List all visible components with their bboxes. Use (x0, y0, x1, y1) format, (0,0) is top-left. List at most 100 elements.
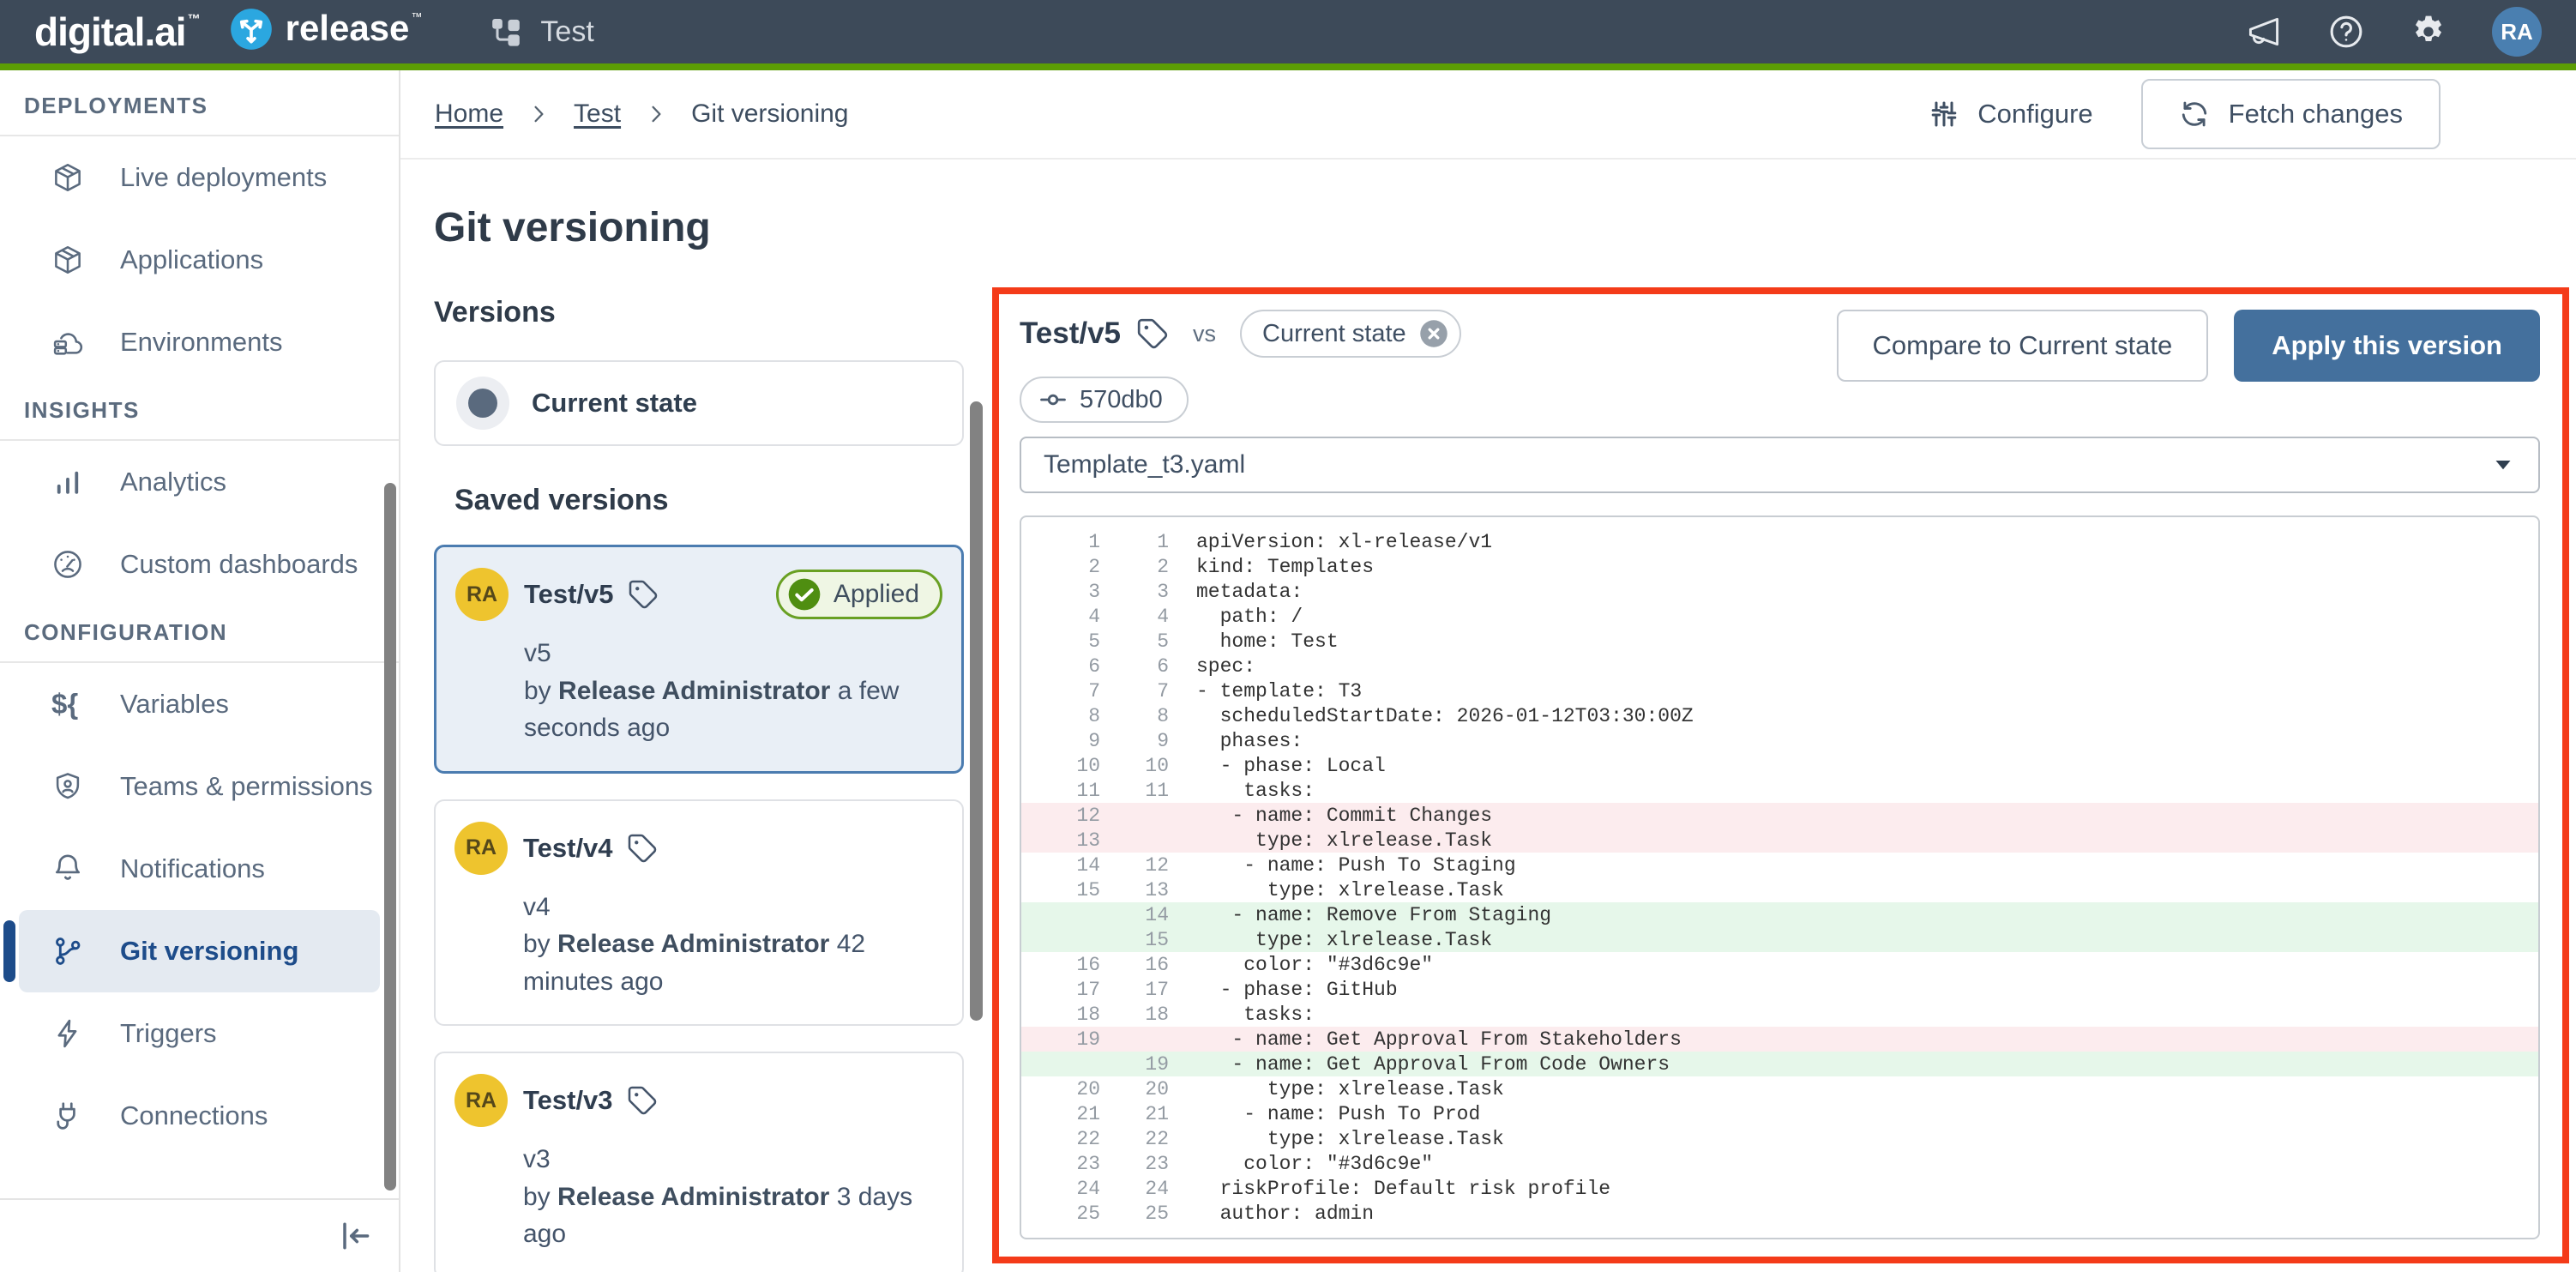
diff-row: 10 10 - phase: Local (1021, 753, 2538, 778)
sidebar-item-connections[interactable]: Connections (19, 1075, 380, 1157)
page-help-icon[interactable] (2489, 94, 2528, 134)
diff-viewer[interactable]: 1 1 apiVersion: xl-release/v1 2 2 kind: Templ… (1020, 515, 2540, 1239)
lightning-icon (51, 1017, 84, 1050)
avatar: RA (454, 821, 508, 875)
diff-row: 24 24 riskProfile: Default risk profile (1021, 1176, 2538, 1201)
check-circle-icon (787, 577, 822, 612)
sidebar-item-label: Custom dashboards (120, 549, 358, 579)
byline-when: 3 days ago (523, 1182, 913, 1249)
version-card-test-v4[interactable]: RA Test/v4 v4 by Release Administrator 42 m… (434, 799, 964, 1026)
bell-icon (51, 853, 84, 885)
sidebar-item-environments[interactable]: Environments (19, 301, 380, 383)
sidebar-item-analytics[interactable]: Analytics (19, 441, 380, 523)
diff-code-text: apiVersion: xl-release/v1 (1196, 530, 1493, 553)
diff-line-number-old: 12 (1076, 804, 1100, 827)
diff-line-number-old: 6 (1088, 654, 1100, 678)
compare-to-current-state-button[interactable]: Compare to Current state (1836, 310, 2209, 382)
digitalai-logo[interactable]: digital.ai ™ (34, 9, 201, 55)
sidebar-item-label: Environments (120, 327, 283, 357)
breadcrumb-test[interactable]: Test (574, 99, 622, 128)
diff-line-number-new: 11 (1145, 779, 1169, 802)
active-indicator (3, 920, 15, 982)
fetch-changes-button[interactable]: Fetch changes (2140, 79, 2441, 149)
diff-row: 2 2 kind: Templates (1021, 554, 2538, 579)
version-byline: by Release Administrator a few seconds a… (524, 672, 942, 747)
diff-row: 12 - name: Commit Changes (1021, 803, 2538, 828)
diff-row: 9 9 phases: (1021, 728, 2538, 753)
file-select[interactable]: Template_t3.yaml (1020, 437, 2540, 493)
sidebar-divider (0, 439, 399, 441)
diff-row: 19 - name: Get Approval From Code Owners (1021, 1052, 2538, 1076)
release-logo-icon (229, 7, 274, 51)
user-avatar[interactable]: RA (2492, 7, 2542, 57)
sidebar-item-notifications[interactable]: Notifications (19, 828, 380, 910)
sidebar-section-label: DEPLOYMENTS (24, 93, 208, 118)
git-branch-icon (51, 935, 84, 968)
current-state-card[interactable]: Current state (434, 360, 964, 446)
nav-tab-test[interactable]: Test (489, 15, 594, 49)
diff-row: 3 3 metadata: (1021, 579, 2538, 604)
comparison-header: Test/v5 vs Current state (1020, 310, 2540, 423)
content-scrollbar[interactable] (970, 401, 983, 1021)
diff-line-number-new: 25 (1145, 1202, 1169, 1225)
sidebar-item-triggers[interactable]: Triggers (19, 992, 380, 1075)
sidebar-item-applications[interactable]: Applications (19, 219, 380, 301)
sidebar-item-live-deployments[interactable]: Live deployments (19, 136, 380, 219)
sidebar-item-teams-permissions[interactable]: Teams & permissions (19, 745, 380, 828)
sidebar-footer (0, 1198, 399, 1272)
sidebar-item-variables[interactable]: ${Variables (19, 663, 380, 745)
configure-button[interactable]: Configure (1928, 98, 2093, 130)
collapse-left-icon[interactable] (335, 1217, 373, 1255)
release-logo[interactable]: release ™ (229, 9, 422, 51)
diff-row: 15 13 type: xlrelease.Task (1021, 877, 2538, 902)
diff-line-number-old: 9 (1088, 729, 1100, 752)
vs-label: vs (1193, 320, 1217, 347)
status-badge: Applied (775, 570, 942, 619)
sidebar-item-git-versioning[interactable]: Git versioning (3, 910, 380, 992)
hierarchy-icon (489, 15, 523, 49)
header-actions: Configure Fetch changes (1928, 79, 2528, 149)
saved-versions-list: RA Test/v5 Applied v5 by Release Administrat… (434, 545, 964, 1272)
byline-author: Release Administrator (558, 676, 831, 705)
commit-hash: 570db0 (1080, 385, 1163, 413)
brand-accent-line (0, 63, 2576, 70)
breadcrumb-bar: Home Test Git versioning Configure Fetch c… (400, 70, 2576, 160)
diff-code-text: scheduledStartDate: 2026-01-12T03:30:00Z (1196, 704, 1694, 727)
diff-code-text: author: admin (1196, 1202, 1375, 1225)
apply-this-version-button[interactable]: Apply this version (2234, 310, 2540, 382)
versions-panel: Versions Current state Saved versions RA… (434, 287, 964, 1272)
byline-author: Release Administrator (557, 930, 830, 958)
byline-when: 42 minutes ago (523, 930, 866, 996)
version-card-test-v3[interactable]: RA Test/v3 v3 by Release Administrator 3 da… (434, 1052, 964, 1272)
sidebar-item-custom-dashboards[interactable]: Custom dashboards (19, 523, 380, 606)
settings-gear-icon[interactable] (2410, 13, 2447, 51)
diff-row: 11 11 tasks: (1021, 778, 2538, 803)
version-card-test-v5[interactable]: RA Test/v5 Applied v5 by Release Administrat… (434, 545, 964, 774)
diff-code-text: type: xlrelease.Task (1196, 928, 1493, 951)
configure-label: Configure (1977, 99, 2093, 129)
diff-line-number-new: 6 (1157, 654, 1169, 678)
diff-line-number-old: 16 (1076, 953, 1100, 976)
diff-line-number-old: 15 (1076, 878, 1100, 901)
diff-row: 16 16 color: "#3d6c9e" (1021, 952, 2538, 977)
diff-line-number-new: 18 (1145, 1003, 1169, 1026)
diff-line-number-new: 9 (1157, 729, 1169, 752)
diff-code-text: type: xlrelease.Task (1196, 878, 1504, 901)
diff-row: 20 20 type: xlrelease.Task (1021, 1076, 2538, 1101)
announcements-icon[interactable] (2245, 13, 2283, 51)
sidebar-item-label: Triggers (120, 1018, 217, 1048)
sidebar-scrollbar[interactable] (384, 483, 396, 1191)
help-icon[interactable] (2327, 13, 2365, 51)
breadcrumb-home[interactable]: Home (435, 99, 504, 128)
compare-target-label: Current state (1262, 319, 1406, 347)
versions-heading: Versions (434, 296, 556, 329)
diff-code-text: kind: Templates (1196, 555, 1375, 578)
close-icon[interactable] (1418, 318, 1449, 349)
version-card-meta: v3 by Release Administrator 3 days ago (523, 1141, 943, 1253)
current-state-radio-icon (456, 377, 509, 430)
diff-line-number-old: 5 (1088, 630, 1100, 653)
diff-line-number-old: 10 (1076, 754, 1100, 777)
diff-line-number-new: 8 (1157, 704, 1169, 727)
diff-code-text: - name: Push To Staging (1196, 853, 1516, 877)
breadcrumb: Home Test Git versioning (435, 99, 848, 129)
